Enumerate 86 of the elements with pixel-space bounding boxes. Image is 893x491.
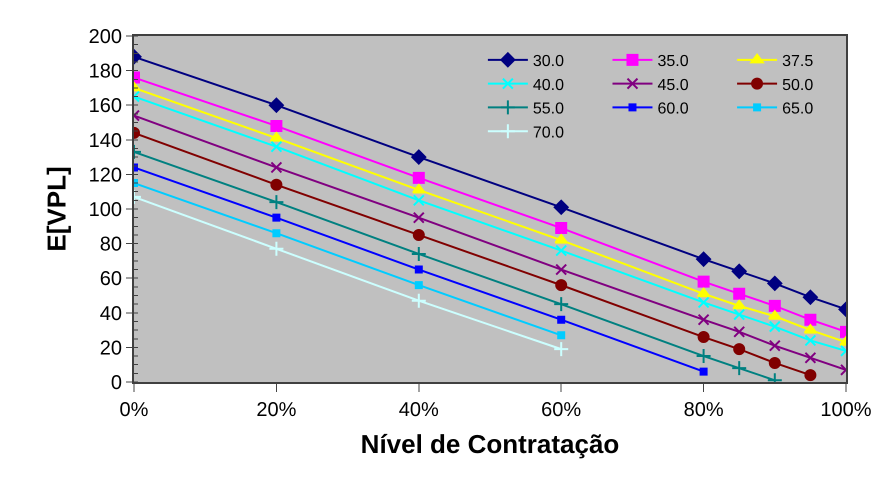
- legend-label: 30.0: [532, 53, 564, 70]
- point: [733, 343, 746, 356]
- x-tick-label: 20%: [256, 399, 297, 421]
- point: [270, 161, 282, 174]
- point: [804, 324, 818, 334]
- x-tick-label: 80%: [684, 399, 724, 421]
- point: [268, 98, 284, 113]
- point: [410, 246, 427, 262]
- point: [270, 120, 282, 132]
- point: [412, 212, 425, 224]
- x-tick-label: 40%: [398, 399, 440, 421]
- point: [733, 308, 746, 321]
- y-tick-label: 200: [88, 26, 122, 48]
- point: [733, 326, 746, 338]
- point: [411, 150, 426, 165]
- point: [696, 288, 710, 298]
- point: [412, 172, 425, 184]
- point: [412, 184, 426, 194]
- point: [412, 228, 425, 241]
- point: [804, 369, 816, 382]
- y-tick-label: 20: [100, 337, 122, 360]
- point: [698, 276, 710, 288]
- legend-label: 45.0: [657, 76, 689, 94]
- point: [414, 281, 423, 290]
- point: [732, 300, 746, 310]
- point: [554, 234, 568, 244]
- point: [555, 264, 568, 276]
- point: [272, 214, 280, 222]
- point: [270, 140, 282, 153]
- point: [804, 352, 816, 364]
- point: [768, 340, 781, 352]
- point: [696, 348, 712, 364]
- point: [768, 356, 781, 369]
- point: [698, 331, 710, 344]
- point: [768, 320, 781, 333]
- point: [698, 296, 710, 308]
- legend-label: 37.5: [782, 53, 814, 70]
- point: [700, 368, 708, 376]
- point: [555, 244, 568, 257]
- point: [555, 279, 568, 292]
- point: [270, 178, 282, 191]
- point: [733, 288, 746, 300]
- y-tick-label: 180: [88, 60, 122, 83]
- point: [731, 360, 748, 376]
- point: [557, 331, 566, 340]
- point: [555, 222, 568, 234]
- point: [268, 240, 284, 257]
- point: [696, 252, 712, 267]
- point: [414, 266, 423, 274]
- point: [768, 300, 781, 312]
- point: [554, 200, 569, 215]
- point: [768, 310, 782, 320]
- point: [804, 334, 816, 346]
- point: [804, 314, 816, 326]
- y-tick-label: 100: [88, 199, 122, 221]
- x-tick-label: 100%: [820, 399, 872, 421]
- point: [553, 296, 570, 312]
- y-tick-label: 140: [88, 130, 122, 152]
- y-tick-label: 80: [100, 234, 122, 256]
- legend-label: 65.0: [782, 100, 814, 118]
- legend-label: 60.0: [657, 100, 689, 118]
- point: [802, 290, 818, 305]
- point: [272, 229, 280, 238]
- x-tick-label: 60%: [541, 399, 582, 421]
- point: [412, 194, 425, 206]
- point: [557, 316, 566, 324]
- point: [698, 314, 710, 326]
- y-tick-label: 120: [88, 164, 122, 186]
- x-tick-label: 0%: [120, 399, 149, 421]
- y-axis-title: E[VPL]: [42, 166, 72, 252]
- x-axis-title: Nível de Contratação: [360, 429, 620, 460]
- point: [270, 132, 284, 142]
- legend-label: 50.0: [782, 76, 814, 94]
- y-tick-label: 60: [100, 268, 122, 290]
- y-tick-label: 0: [110, 372, 122, 394]
- point: [732, 264, 747, 279]
- legend-label: 35.0: [657, 53, 689, 70]
- legend-label: 40.0: [532, 76, 564, 94]
- y-tick-label: 40: [100, 302, 122, 325]
- point: [767, 276, 782, 291]
- point: [268, 194, 284, 210]
- point: [410, 292, 427, 309]
- y-tick-label: 160: [88, 95, 122, 118]
- point: [553, 341, 570, 358]
- legend-label: 70.0: [532, 124, 564, 142]
- legend-label: 55.0: [532, 100, 564, 118]
